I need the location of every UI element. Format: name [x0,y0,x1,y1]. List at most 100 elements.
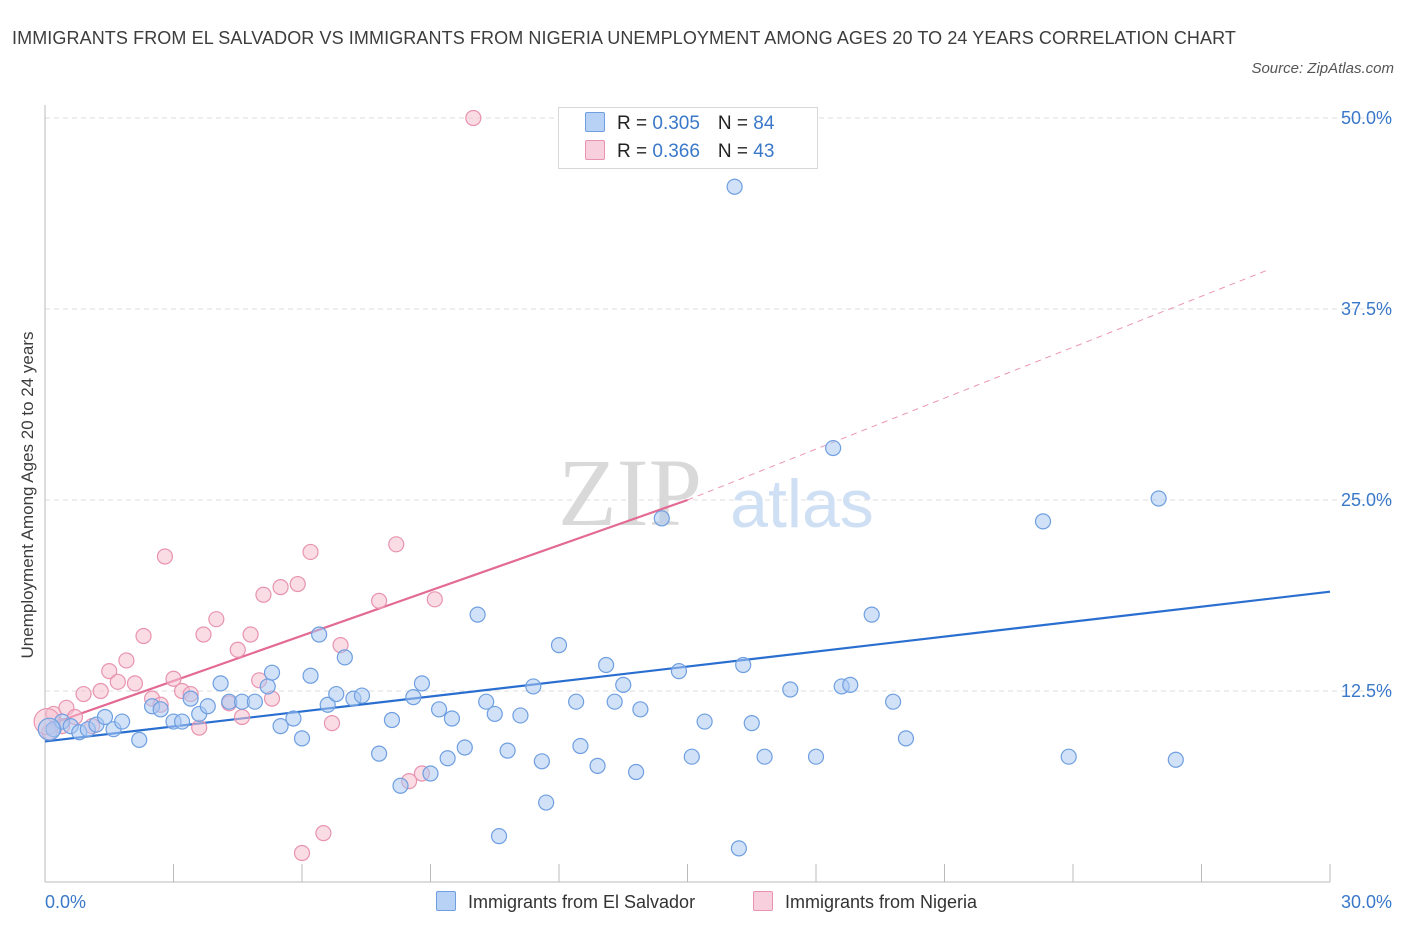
el-salvador-point [735,656,752,674]
legend-r-value: 0.366 [652,141,700,162]
el-salvador-point [627,763,645,781]
legend-r-label: R = [617,141,653,162]
el-salvador-point [884,693,902,710]
nigeria-point [426,591,443,608]
el-salvador-point [1034,513,1052,530]
el-salvador-point [439,750,456,767]
el-salvador-point [615,676,632,693]
watermark-atlas: atlas [730,466,874,542]
legend-item-el-salvador[interactable]: Immigrants from El Salvador [436,889,695,915]
tick-labels: 12.5% 25.0% 37.5% 50.0% 0.0% 30.0% [45,108,1392,912]
el-salvador-point [499,742,516,759]
el-salvador-point [293,730,311,747]
el-salvador-point [743,714,760,732]
el-salvador-point [568,693,585,710]
nigeria-point [75,685,92,703]
axes [44,105,1331,883]
legend-item-nigeria[interactable]: Immigrants from Nigeria [753,889,977,915]
el-salvador-trend-line [44,590,1331,743]
el-salvador-point [430,701,448,718]
el-salvador-point [152,701,169,718]
el-salvador-point [336,649,353,666]
el-salvador-point [756,748,773,765]
el-salvador-point [443,710,461,727]
y-tick-label: 37.5% [1341,299,1392,319]
el-salvador-point [392,777,409,794]
nigeria-point [229,641,246,658]
el-salvador-point [259,678,276,695]
el-salvador-point [782,681,799,698]
legend-n-value: 84 [753,113,775,134]
el-salvador-point [456,739,473,756]
el-salvador-point [302,667,319,684]
grid-lines [45,117,1392,692]
nigeria-point [135,627,152,645]
el-salvador-point [863,606,880,623]
el-salvador-point [383,711,401,729]
nigeria-point [165,670,182,687]
nigeria-point [156,548,174,565]
el-salvador-point [842,676,859,693]
nigeria-point [195,626,212,643]
nigeria-point [272,578,289,596]
nigeria-points [33,109,482,862]
el-salvador-point [589,757,606,774]
el-salvador-point [550,637,568,654]
nigeria-point [293,844,311,862]
legend-label-nigeria: Immigrants from Nigeria [785,892,978,912]
el-salvador-point [490,828,508,845]
el-salvador-point [285,710,302,727]
el-salvador-point [726,178,743,195]
el-salvador-point [486,705,503,723]
legend-r-label: R = [617,113,653,134]
el-salvador-point [311,626,328,643]
y-tick-label: 25.0% [1341,490,1392,510]
y-tick-label: 12.5% [1341,681,1392,701]
el-salvador-point [173,713,191,730]
el-salvador-point [538,794,555,811]
el-salvador-point [37,717,61,741]
nigeria-trend-extension [687,270,1266,501]
nigeria-point [109,673,126,690]
legend-swatch-blue [436,891,456,911]
el-salvador-point [533,753,550,770]
legend-swatch-pink [585,140,605,160]
el-salvador-point [897,730,915,747]
el-salvador-point [825,439,842,457]
el-salvador-point [212,675,229,692]
source-label: Source: ZipAtlas.com [1251,60,1394,77]
legend-n-label: N = [717,141,754,162]
series-legend: Immigrants from El Salvador Immigrants f… [0,889,1406,915]
legend-n-value: 43 [753,141,775,162]
nigeria-point [242,626,259,643]
el-salvador-point [113,713,131,730]
nigeria-point [191,719,208,736]
nigeria-point [323,714,341,732]
el-salvador-point [182,690,199,707]
el-salvador-point [696,713,713,730]
nigeria-point [465,109,482,127]
el-salvador-point [371,745,388,762]
el-salvador-point [272,718,289,735]
el-salvador-point [670,663,688,680]
el-salvador-point [319,696,336,713]
el-salvador-point [730,840,748,857]
nigeria-point [233,708,251,726]
el-salvador-points [37,109,1184,857]
el-salvador-point [598,656,615,674]
el-salvador-point [572,737,589,755]
nigeria-trend-line [44,498,688,728]
el-salvador-point [606,693,623,710]
el-salvador-point [807,748,825,765]
correlation-legend: R = 0.305 N = 84 R = 0.366 N = 43 [558,107,818,169]
el-salvador-point [632,701,649,718]
el-salvador-point [413,675,431,692]
trend-lines [44,270,1331,743]
el-salvador-point [653,510,670,527]
watermark-zip: ZIP [558,439,702,546]
nigeria-point [315,825,332,842]
el-salvador-point [96,708,114,726]
legend-n-label: N = [717,113,754,134]
el-salvador-point [353,687,371,704]
chart-title: IMMIGRANTS FROM EL SALVADOR VS IMMIGRANT… [12,28,1236,48]
